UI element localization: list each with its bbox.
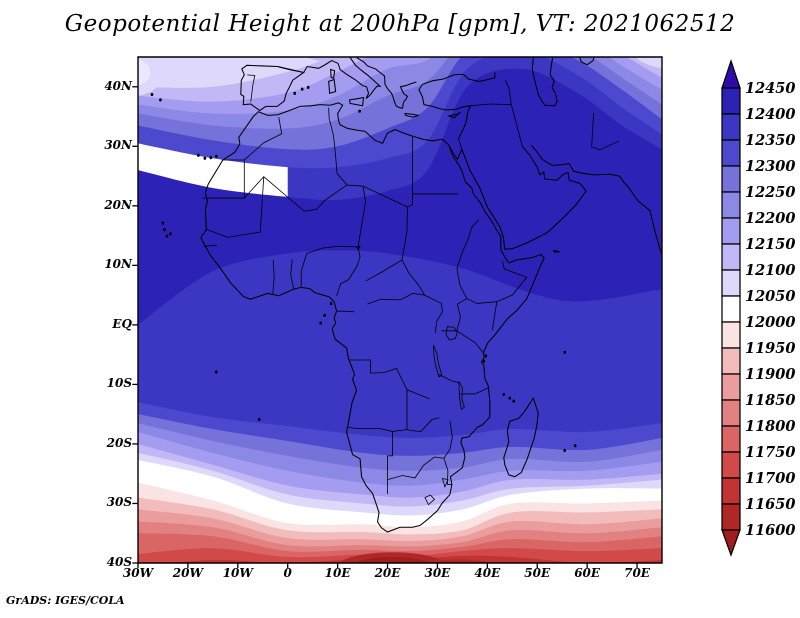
x-tick-label: 30W [122, 566, 154, 580]
colorbar-cell [721, 113, 741, 141]
colorbar-label: 12050 [745, 288, 795, 305]
colorbar-cell [721, 191, 741, 219]
y-tick-label: 30N [104, 138, 132, 153]
x-tick-label: 50E [524, 566, 551, 580]
y-tick-label: 10S [106, 376, 132, 391]
x-tick-label: 30E [424, 566, 451, 580]
colorbar-label: 11900 [745, 366, 795, 383]
y-tick-label: EQ [112, 316, 132, 331]
colorbar-cell [721, 373, 741, 401]
colorbar-label: 12400 [745, 106, 795, 123]
island-dot [306, 85, 310, 89]
island-dot [293, 91, 297, 95]
island-dot [502, 392, 506, 397]
colorbar-label: 11750 [745, 444, 795, 461]
island-dot [563, 448, 567, 453]
island-dot [203, 156, 207, 160]
island-dot [165, 234, 169, 238]
colorbar-label: 12150 [745, 236, 795, 253]
island-dot [484, 354, 488, 358]
island-dot [197, 153, 200, 157]
colorbar-cell [721, 399, 741, 427]
x-tick-label: 20W [172, 566, 203, 580]
island-dot [150, 92, 154, 97]
island-dot [215, 370, 218, 374]
island-dot [257, 417, 261, 422]
colorbar-arrow-top [721, 59, 741, 89]
x-tick-label: 10W [222, 566, 253, 580]
colorbar-label: 12450 [745, 80, 795, 97]
y-tick-label: 20N [104, 197, 132, 212]
colorbar-cell [721, 269, 741, 297]
island-dot [215, 154, 218, 159]
contour-bands [138, 57, 662, 563]
colorbar-cell [721, 295, 741, 323]
x-tick-label: 40E [474, 566, 501, 580]
island-dot [512, 399, 516, 403]
x-tick-label: 20E [374, 566, 401, 580]
x-tick-label: 10E [324, 566, 351, 580]
colorbar-label: 12250 [745, 184, 795, 201]
island-dot [300, 87, 304, 91]
colorbar-label: 12300 [745, 158, 795, 175]
island-dot [573, 444, 577, 448]
x-tick-label: 0 [283, 566, 292, 580]
colorbar-label: 12350 [745, 132, 795, 149]
colorbar-label: 12100 [745, 262, 795, 279]
colorbar-cell [721, 451, 741, 479]
plot-title: Geopotential Height at 200hPa [gpm], VT:… [64, 11, 736, 37]
island-dot [508, 396, 512, 400]
colorbar-cell [721, 165, 741, 193]
island-dot [329, 301, 333, 306]
colorbar-cell [721, 139, 741, 167]
colorbar-cell [721, 347, 741, 375]
island-dot [482, 359, 486, 363]
island-dot [161, 221, 165, 225]
colorbar-arrow-bottom [721, 529, 741, 557]
island-dot [323, 313, 326, 317]
map-canvas [138, 57, 662, 563]
grads-attribution: GrADS: IGES/COLA [6, 594, 125, 607]
island-dot [319, 321, 322, 325]
island-dot [358, 109, 361, 113]
y-tick-label: 40N [104, 78, 132, 93]
island-dot [169, 232, 172, 236]
colorbar-cell [721, 321, 741, 349]
colorbar-label: 11850 [745, 392, 795, 409]
colorbar-label: 11950 [745, 340, 795, 357]
colorbar-cell [721, 217, 741, 245]
colorbar-label: 11700 [745, 470, 795, 487]
island-dot [209, 155, 213, 160]
colorbar-cell [721, 243, 741, 271]
x-tick-label: 60E [574, 566, 601, 580]
colorbar-cell [721, 87, 741, 115]
colorbar-cell [721, 425, 741, 453]
colorbar-label: 11600 [745, 522, 795, 539]
y-tick-label: 30S [106, 495, 132, 510]
island-dot [159, 98, 162, 102]
y-tick-label: 20S [106, 435, 132, 450]
colorbar-label: 12200 [745, 210, 795, 227]
colorbar-label: 12000 [745, 314, 795, 331]
y-tick-label: 10N [104, 257, 132, 272]
island-dot [163, 228, 166, 232]
colorbar-label: 11650 [745, 496, 795, 513]
colorbar-label: 11800 [745, 418, 795, 435]
colorbar: 12450 12400 12350 12300 12250 12200 12150 12100… [721, 59, 795, 557]
colorbar-cell [721, 477, 741, 505]
y-tick-label: 40S [106, 555, 132, 569]
x-tick-label: 70E [624, 566, 650, 580]
island-dot [563, 350, 567, 354]
colorbar-cell [721, 503, 741, 531]
